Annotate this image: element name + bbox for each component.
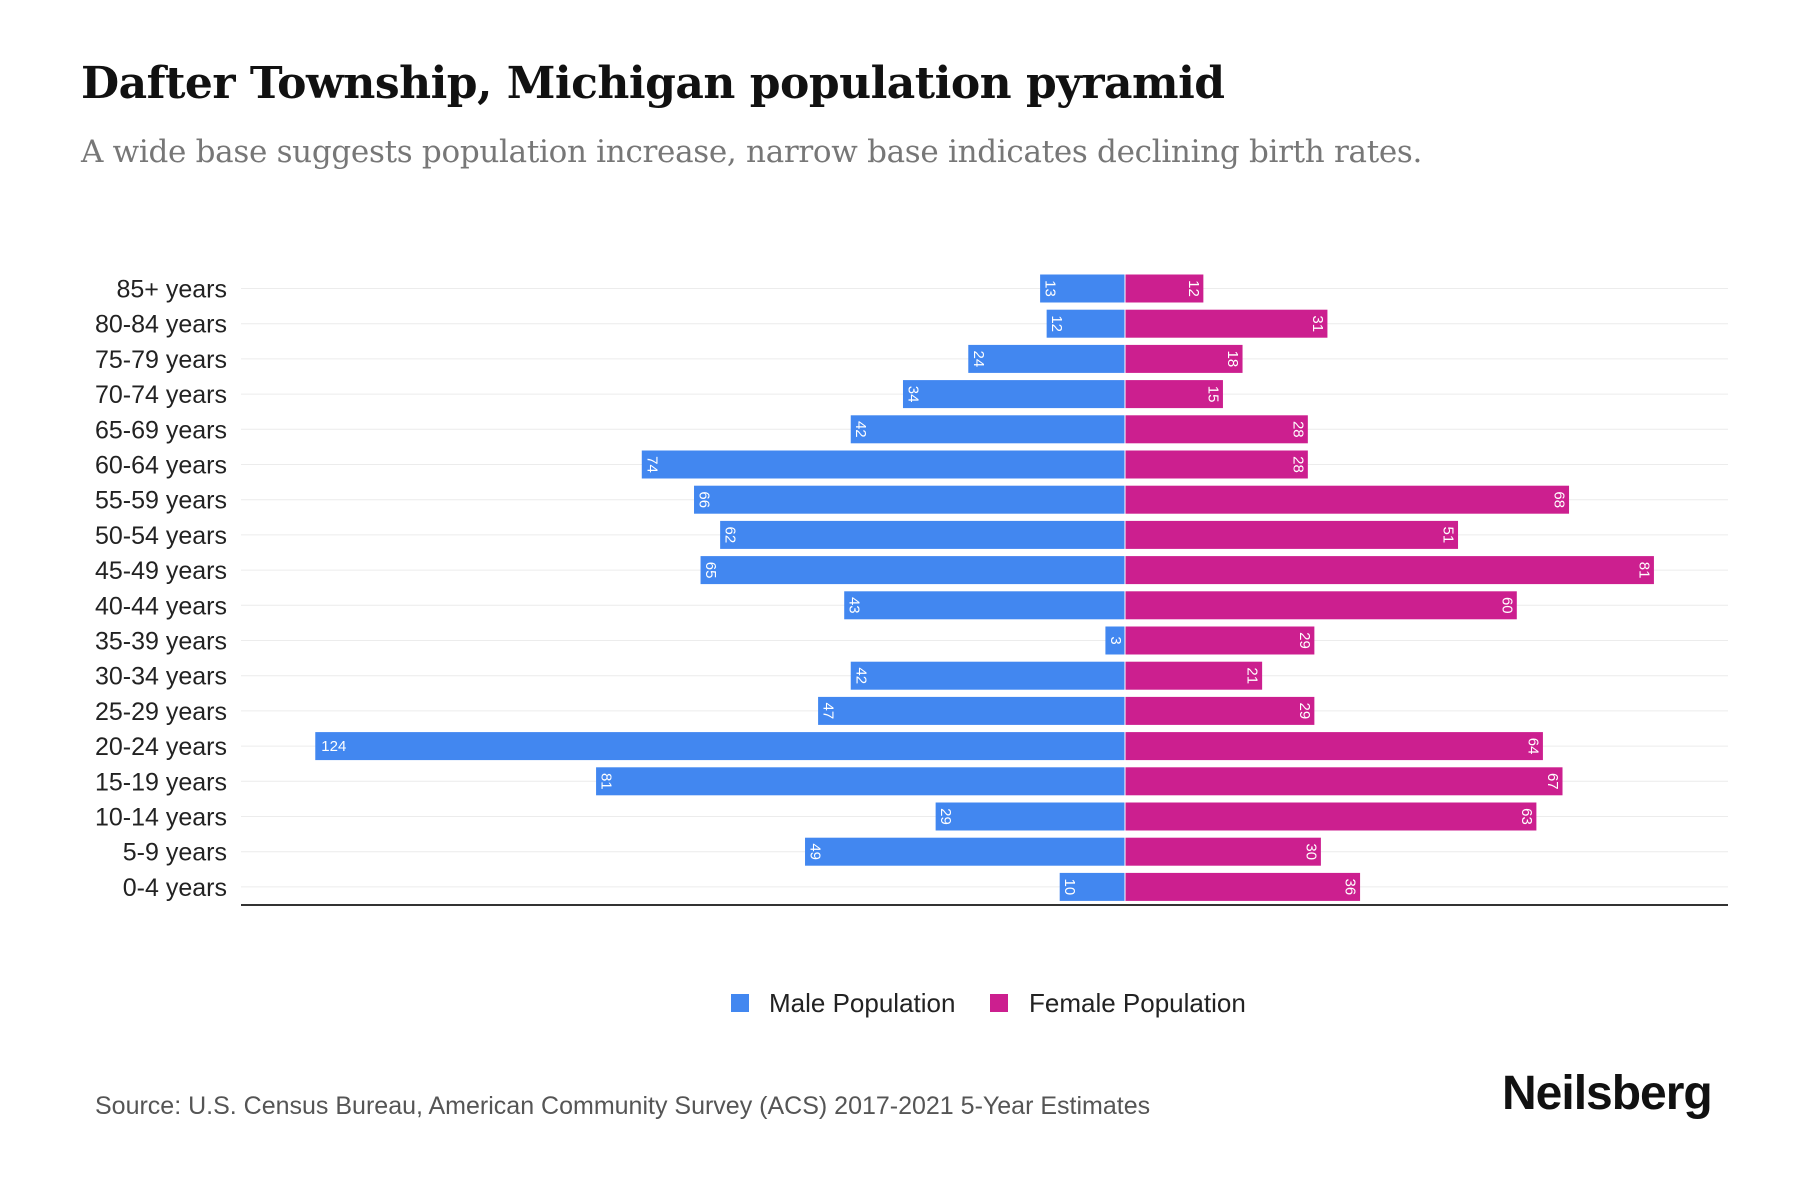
male-data-label: 29: [937, 808, 954, 825]
female-data-label: 15: [1204, 386, 1221, 403]
male-data-label: 24: [970, 351, 987, 368]
male-data-label: 65: [702, 562, 719, 579]
male-data-label: 42: [852, 667, 869, 684]
male-bar: [694, 485, 1125, 514]
female-data-label: 63: [1518, 808, 1535, 825]
legend-swatch-male: [731, 994, 749, 1012]
male-bar: [850, 415, 1125, 444]
male-bar: [596, 767, 1125, 796]
female-data-label: 21: [1244, 667, 1261, 684]
female-data-label: 51: [1440, 527, 1457, 544]
male-bar: [720, 520, 1125, 549]
male-data-label: 34: [904, 386, 921, 403]
female-bar: [1125, 802, 1537, 831]
male-data-label: 74: [643, 456, 660, 473]
female-bar: [1125, 837, 1321, 866]
y-tick-label: 45-49 years: [95, 557, 227, 585]
legend-label-female: Female Population: [1029, 988, 1246, 1018]
y-tick-label: 50-54 years: [95, 522, 227, 550]
female-bar: [1125, 450, 1308, 479]
y-tick-label: 80-84 years: [95, 311, 227, 339]
male-bar: [1059, 872, 1125, 901]
female-data-label: 64: [1524, 738, 1541, 755]
y-tick-label: 60-64 years: [95, 452, 227, 480]
y-tick-label: 40-44 years: [95, 592, 227, 620]
male-data-label: 43: [846, 597, 863, 614]
female-data-label: 36: [1342, 879, 1359, 896]
female-data-label: 81: [1635, 562, 1652, 579]
female-data-label: 67: [1544, 773, 1561, 790]
female-bar: [1125, 661, 1263, 690]
female-data-label: 31: [1309, 315, 1326, 332]
female-bar: [1125, 380, 1223, 409]
chart-title: Dafter Township, Michigan population pyr…: [81, 58, 1225, 109]
male-data-label: 47: [820, 703, 837, 720]
male-bar: [818, 696, 1125, 725]
female-data-label: 68: [1551, 491, 1568, 508]
male-data-label: 13: [1042, 280, 1059, 297]
female-bar: [1125, 485, 1570, 514]
source-note: Source: U.S. Census Bureau, American Com…: [95, 1092, 1151, 1120]
male-bar: [641, 450, 1125, 479]
male-bar: [968, 344, 1125, 373]
male-data-label: 49: [807, 843, 824, 860]
male-bar: [315, 732, 1125, 761]
y-tick-label: 0-4 years: [123, 874, 227, 902]
neilsberg-logo: Neilsberg: [1502, 1067, 1713, 1120]
female-data-label: 29: [1296, 703, 1313, 720]
female-bar: [1125, 344, 1243, 373]
male-bar: [902, 380, 1125, 409]
female-data-label: 28: [1289, 421, 1306, 438]
male-data-label: 42: [852, 421, 869, 438]
male-data-label: 66: [696, 491, 713, 508]
y-tick-label: 5-9 years: [123, 839, 227, 867]
female-data-label: 29: [1296, 632, 1313, 649]
y-tick-label: 20-24 years: [95, 733, 227, 761]
y-tick-label: 35-39 years: [95, 628, 227, 656]
female-data-label: 60: [1498, 597, 1515, 614]
female-bar: [1125, 415, 1308, 444]
female-bar: [1125, 872, 1361, 901]
y-tick-label: 25-29 years: [95, 698, 227, 726]
y-tick-label: 85+ years: [117, 276, 228, 304]
male-data-label: 3: [1107, 636, 1124, 644]
legend-swatch-female: [990, 994, 1008, 1012]
female-data-label: 12: [1185, 280, 1202, 297]
female-bar: [1125, 591, 1517, 620]
female-data-label: 18: [1224, 351, 1241, 368]
y-tick-label: 55-59 years: [95, 487, 227, 515]
male-data-label: 10: [1061, 879, 1078, 896]
male-data-label: 124: [321, 738, 346, 755]
male-bar: [1046, 309, 1125, 338]
female-bar: [1125, 767, 1563, 796]
male-bar: [700, 556, 1125, 585]
male-bar: [844, 591, 1125, 620]
legend-label-male: Male Population: [769, 988, 955, 1018]
male-bar: [1040, 274, 1125, 303]
male-data-label: 62: [722, 527, 739, 544]
male-bar: [850, 661, 1125, 690]
female-bar: [1125, 556, 1654, 585]
y-tick-label: 65-69 years: [95, 416, 227, 444]
female-bar: [1125, 520, 1459, 549]
y-tick-label: 75-79 years: [95, 346, 227, 374]
male-data-label: 81: [598, 773, 615, 790]
y-tick-label: 70-74 years: [95, 381, 227, 409]
chart-subtitle: A wide base suggests population increase…: [81, 134, 1423, 170]
female-bar: [1125, 696, 1315, 725]
female-bar: [1125, 309, 1328, 338]
female-bar: [1125, 626, 1315, 655]
male-bar: [935, 802, 1125, 831]
male-bar: [805, 837, 1125, 866]
female-data-label: 30: [1302, 843, 1319, 860]
y-tick-label: 15-19 years: [95, 768, 227, 796]
female-data-label: 28: [1289, 456, 1306, 473]
male-data-label: 12: [1048, 315, 1065, 332]
female-bar: [1125, 732, 1543, 761]
y-tick-label: 10-14 years: [95, 804, 227, 832]
male-bar: [1105, 626, 1125, 655]
y-tick-label: 30-34 years: [95, 663, 227, 691]
female-bar: [1125, 274, 1204, 303]
